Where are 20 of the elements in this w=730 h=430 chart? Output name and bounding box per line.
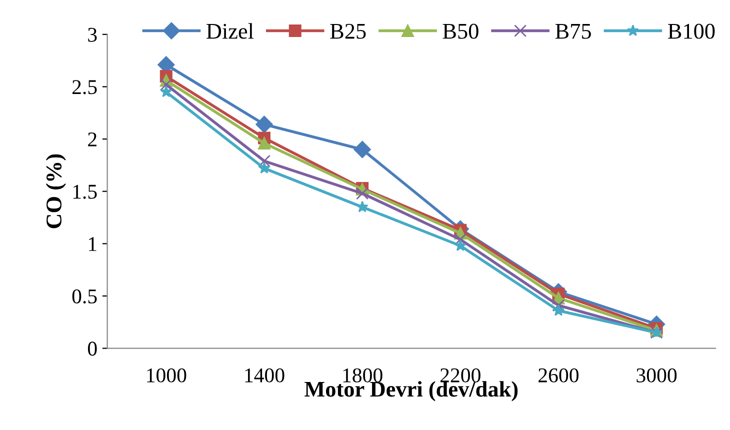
x-tick-label: 1400: [245, 368, 284, 382]
y-tick-label: 0: [88, 342, 97, 356]
y-tick-label: 1.5: [73, 184, 97, 199]
x-tick-label: 2600: [538, 368, 579, 382]
y-tick-label: 3: [88, 28, 97, 42]
legend-label: B25: [330, 24, 366, 39]
legend-label: B50: [442, 24, 478, 39]
x-tick-label: 1800: [343, 368, 382, 382]
legend-label: B75: [555, 24, 591, 39]
y-tick-label: 2.5: [72, 80, 97, 94]
y-tick-label: 0.5: [72, 289, 97, 304]
x-tick-label: 1000: [147, 368, 186, 382]
x-tick-label: 2200: [440, 368, 480, 382]
x-axis-title: Motor Devri (dev/dak): [304, 381, 518, 402]
x-tick-label: 3000: [636, 368, 677, 382]
legend-label: B100: [668, 24, 715, 39]
y-tick-label: 1: [89, 237, 96, 251]
y-tick-label: 2: [88, 132, 96, 146]
y-axis-title: CO (%): [46, 154, 66, 228]
legend-label: Dizel: [206, 23, 254, 39]
